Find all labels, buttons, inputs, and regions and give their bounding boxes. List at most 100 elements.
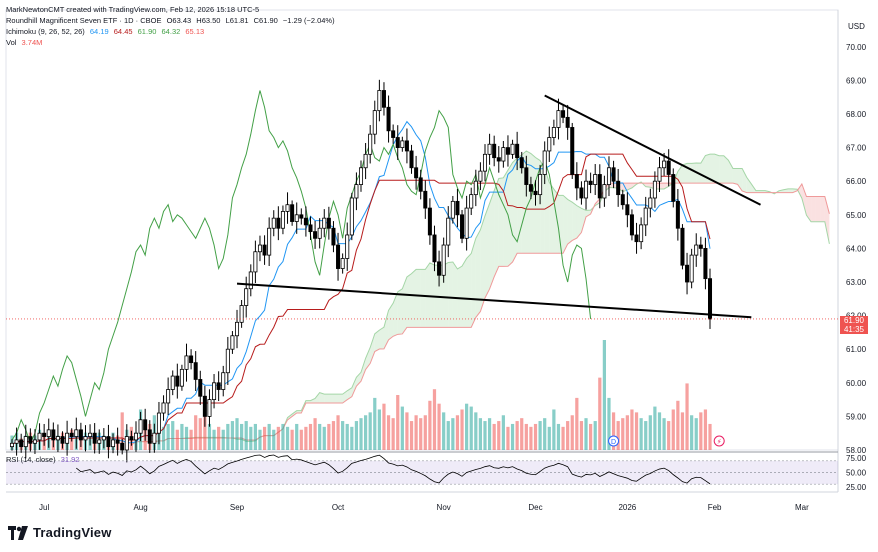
volume-bar: [703, 409, 708, 450]
candle-body: [561, 110, 566, 118]
time-tick-label: 2026: [618, 503, 636, 512]
candle-body: [331, 227, 336, 246]
candle-body: [666, 160, 671, 175]
volume-bar: [451, 418, 455, 450]
candle-body: [662, 160, 667, 169]
price-tick-label: 66.00: [846, 177, 867, 186]
candle-body: [189, 355, 194, 364]
ichimoku-cloud-segment: [443, 262, 449, 328]
ichimoku-cloud-segment: [659, 183, 665, 189]
candle-body: [515, 143, 520, 159]
candle-body: [46, 429, 51, 437]
ohlc-close: C61.90: [253, 16, 278, 25]
volume-bar: [437, 403, 441, 450]
ichimoku-cloud-segment: [489, 190, 495, 289]
candle-body: [225, 348, 230, 374]
credit-line: MarkNewtonCMT created with TradingView.c…: [6, 5, 262, 15]
ichimoku-cloud-segment: [475, 229, 481, 318]
ichimoku-cloud-segment: [484, 203, 490, 298]
ichimoku-cloud-segment: [351, 377, 357, 397]
candle-body: [175, 375, 180, 387]
candle-body: [340, 258, 345, 269]
candle-body: [280, 211, 285, 229]
candle-body: [427, 207, 432, 236]
candle-body: [216, 382, 221, 390]
ichimoku-cloud-segment: [324, 394, 329, 404]
ichimoku-cloud-segment: [388, 303, 394, 340]
ichimoku-cloud-segment: [420, 269, 426, 328]
ichimoku-cloud-segment: [567, 199, 573, 245]
candle-body: [129, 436, 134, 441]
candle-body: [533, 190, 538, 196]
candle-body: [574, 174, 579, 189]
candle-body: [432, 234, 437, 263]
ichimoku-cloud-segment: [507, 162, 513, 267]
candle-body: [345, 234, 350, 259]
ichimoku-cloud-segment: [576, 205, 582, 239]
volume-bar: [405, 412, 409, 450]
candle-body: [230, 335, 235, 350]
candle-body: [570, 127, 575, 175]
volume-bar: [189, 429, 193, 450]
price-tick-label: 59.00: [846, 412, 867, 421]
ichimoku-cloud-segment: [457, 266, 463, 328]
rsi-legend[interactable]: RSI (14, close) 31.92: [6, 455, 82, 465]
ichimoku-cloud-segment: [338, 394, 343, 404]
symbol-title[interactable]: Roundhill Magnificent Seven ETF · 1D · C…: [6, 16, 162, 25]
volume-bar: [671, 409, 675, 450]
volume-bar: [708, 423, 712, 450]
ohlc-open: O63.43: [166, 16, 192, 25]
time-tick-label: Feb: [708, 503, 722, 512]
candle-body: [193, 362, 198, 380]
volume-bar: [423, 415, 427, 450]
candle-body: [551, 127, 556, 138]
volume-bar: [184, 426, 189, 450]
volume-bar: [368, 412, 372, 450]
candle-body: [400, 140, 405, 149]
volume-bar: [510, 423, 515, 450]
ichimoku-cloud-segment: [416, 269, 421, 328]
candle-body: [83, 436, 88, 441]
volume-bar: [529, 426, 533, 450]
candle-body: [106, 436, 111, 448]
volume-bar: [625, 415, 629, 450]
candle-body: [418, 177, 423, 192]
volume-bar: [570, 415, 574, 450]
volume-bar: [465, 403, 469, 450]
volume-bar: [175, 429, 179, 450]
candle-body: [528, 184, 533, 192]
candle-body: [464, 207, 469, 239]
ichimoku-cloud-segment: [462, 258, 467, 328]
volume-bar: [262, 426, 267, 450]
ichimoku-cloud-segment: [333, 394, 339, 404]
volume-bar: [524, 423, 528, 450]
volume-bar: [359, 418, 363, 450]
candle-body: [639, 224, 644, 243]
candle-body: [492, 143, 497, 159]
volume-bar: [386, 415, 391, 450]
volume-bar: [611, 412, 616, 450]
volume-bar: [230, 421, 235, 450]
volume-bar: [520, 418, 524, 450]
volume-legend[interactable]: Vol 3.74M: [6, 38, 45, 48]
volume-bar: [290, 429, 294, 450]
candle-body: [414, 167, 419, 179]
volume-bar: [630, 409, 634, 450]
candle-body: [170, 375, 175, 390]
volume-bar: [345, 423, 349, 450]
tradingview-logo-icon: [8, 525, 28, 540]
candle-body: [478, 170, 483, 182]
ichimoku-cloud-segment: [723, 155, 729, 184]
volume-bar: [217, 426, 221, 450]
ichimoku-legend[interactable]: Ichimoku (9, 26, 52, 26) 64.19 64.45 61.…: [6, 27, 207, 37]
ichimoku-cloud-segment: [471, 238, 476, 328]
candle-body: [60, 436, 65, 444]
candle-body: [648, 197, 653, 209]
candle-body: [625, 204, 630, 216]
volume-bar: [478, 418, 483, 450]
candle-body: [450, 200, 455, 219]
currency-label[interactable]: USD: [848, 22, 865, 31]
tradingview-logo[interactable]: TradingView: [8, 525, 112, 540]
volume-bar: [501, 415, 505, 450]
volume-bar: [350, 426, 354, 450]
